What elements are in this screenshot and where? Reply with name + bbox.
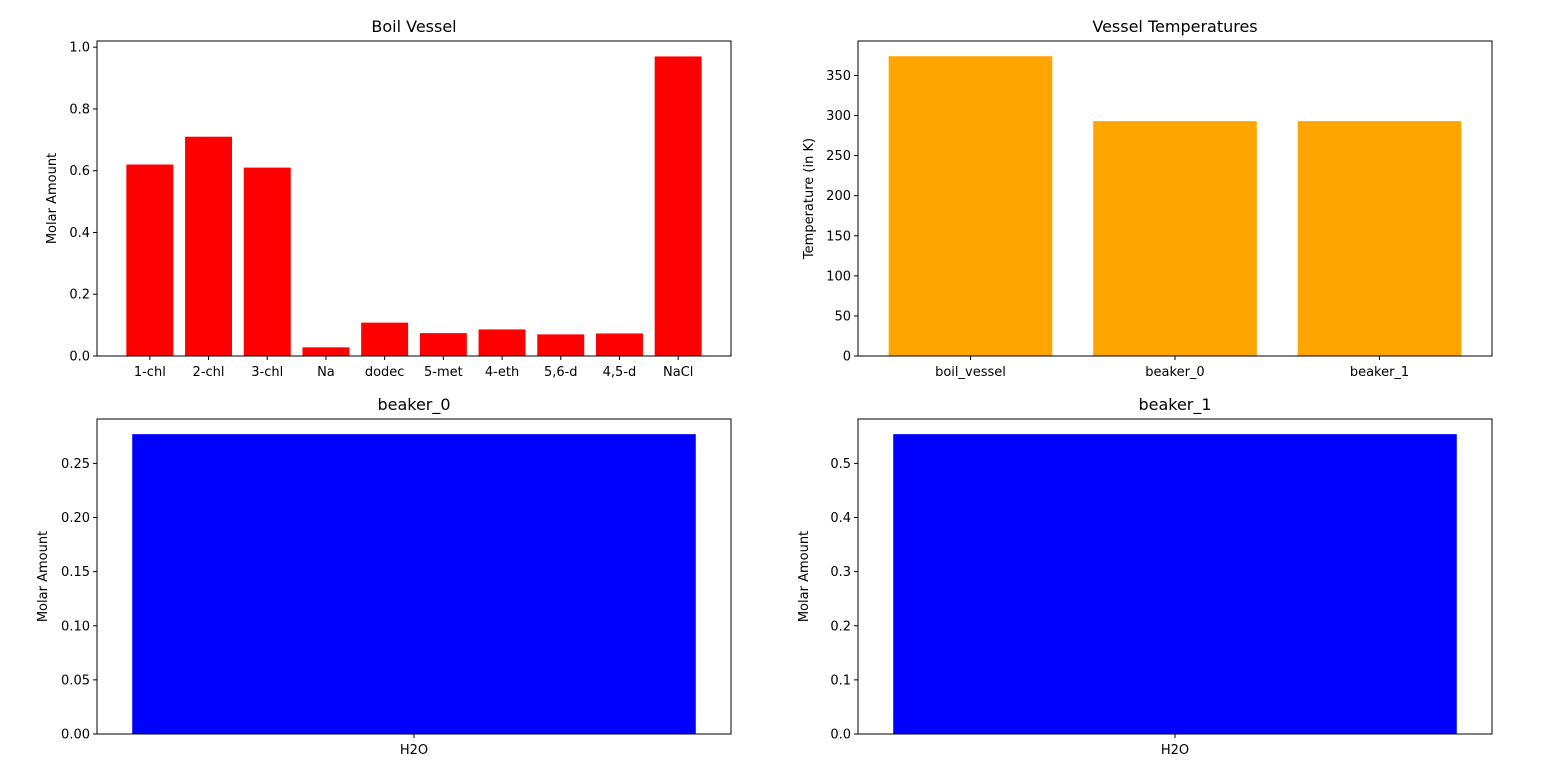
y-axis-label: Molar Amount [45, 153, 60, 244]
x-tick-label: Na [317, 365, 335, 380]
y-tick-label: 0.25 [61, 457, 90, 472]
bar-1-chl [126, 164, 174, 356]
y-tick-label: 200 [826, 189, 851, 204]
chart-title: Boil Vessel [371, 17, 456, 36]
x-tick-label: 3-chl [251, 365, 283, 380]
chart-title: beaker_1 [1138, 395, 1211, 415]
bar-beaker_0 [1093, 121, 1257, 356]
x-tick-label: 4-eth [485, 365, 519, 380]
axes-frame [96, 40, 732, 357]
x-tick-label: 5,6-d [544, 365, 578, 380]
y-tick-label: 0.10 [61, 619, 90, 634]
chart-panel-3: H2O 0.0 0.1 0.2 0.3 0.4 0.5 beaker_1 Molar Amoun… [797, 395, 1493, 758]
x-tick-label: 1-chl [134, 365, 166, 380]
bar-3-chl [243, 167, 291, 356]
chart-panel-0: 1-chl 2-chl 3-chl Na dodec 5-met 4-eth 5,6-d 4,5… [45, 17, 732, 380]
y-tick-label: 250 [826, 149, 851, 164]
x-tick-label: dodec [365, 365, 405, 380]
x-tick-label: 5-met [424, 365, 463, 380]
y-tick-label: 0.4 [69, 226, 90, 241]
x-tick-label: boil_vessel [935, 365, 1006, 380]
y-tick-label: 0.0 [830, 728, 851, 743]
y-tick-label: 0.6 [69, 164, 90, 179]
y-tick-label: 0.00 [61, 728, 90, 743]
y-axis-label: Temperature (in K) [802, 138, 817, 260]
chart-panel-2: H2O 0.00 0.05 0.10 0.15 0.20 0.25 beaker_0 Molar… [36, 395, 732, 758]
y-tick-label: 100 [826, 269, 851, 284]
chart-title: Vessel Temperatures [1092, 17, 1257, 36]
y-tick-label: 300 [826, 109, 851, 124]
x-tick-label: 2-chl [193, 365, 225, 380]
y-tick-label: 350 [826, 69, 851, 84]
y-tick-label: 0.2 [69, 288, 90, 303]
x-tick-label: 4,5-d [603, 365, 637, 380]
x-tick-label: beaker_1 [1350, 365, 1409, 380]
bar-4-eth [478, 329, 526, 356]
bar-boil_vessel [888, 56, 1053, 357]
y-tick-label: 0.05 [61, 673, 90, 688]
bar-2-chl [185, 136, 233, 356]
y-tick-label: 150 [826, 229, 851, 244]
chart-panels: 1-chl 2-chl 3-chl Na dodec 5-met 4-eth 5,6-d 4,5… [36, 17, 1493, 758]
y-tick-label: 0.3 [830, 565, 851, 580]
bar-4,5-d [595, 333, 643, 356]
bar-beaker_1 [1297, 121, 1462, 356]
y-tick-label: 0.2 [830, 619, 851, 634]
y-tick-label: 50 [834, 309, 851, 324]
y-tick-label: 0.8 [69, 102, 90, 117]
bar-H2O [132, 434, 696, 734]
x-tick-label: H2O [1161, 743, 1189, 758]
chart-panel-1: boil_vessel beaker_0 beaker_1 0 50 100 150 200 2… [802, 17, 1493, 380]
bar-5,6-d [537, 334, 585, 356]
y-tick-label: 0.20 [61, 511, 90, 526]
bar-5-met [419, 333, 467, 356]
axes-frame [857, 40, 1493, 357]
axes-frame [96, 418, 732, 735]
axes-frame [857, 418, 1493, 735]
y-tick-label: 0.15 [61, 565, 90, 580]
y-tick-label: 1.0 [69, 41, 90, 56]
bar-Na [302, 347, 350, 356]
y-axis-label: Molar Amount [36, 531, 51, 622]
y-tick-label: 0 [843, 350, 851, 365]
x-tick-label: H2O [400, 743, 428, 758]
x-tick-label: NaCl [663, 365, 693, 380]
y-tick-label: 0.5 [830, 457, 851, 472]
y-tick-label: 0.4 [830, 511, 851, 526]
bar-H2O [893, 434, 1457, 734]
bar-dodec [361, 322, 409, 356]
y-tick-label: 0.1 [830, 673, 851, 688]
chart-title: beaker_0 [377, 395, 450, 415]
y-tick-label: 0.0 [69, 350, 90, 365]
y-axis-label: Molar Amount [797, 531, 812, 622]
bar-NaCl [654, 56, 702, 357]
x-tick-label: beaker_0 [1145, 365, 1204, 380]
